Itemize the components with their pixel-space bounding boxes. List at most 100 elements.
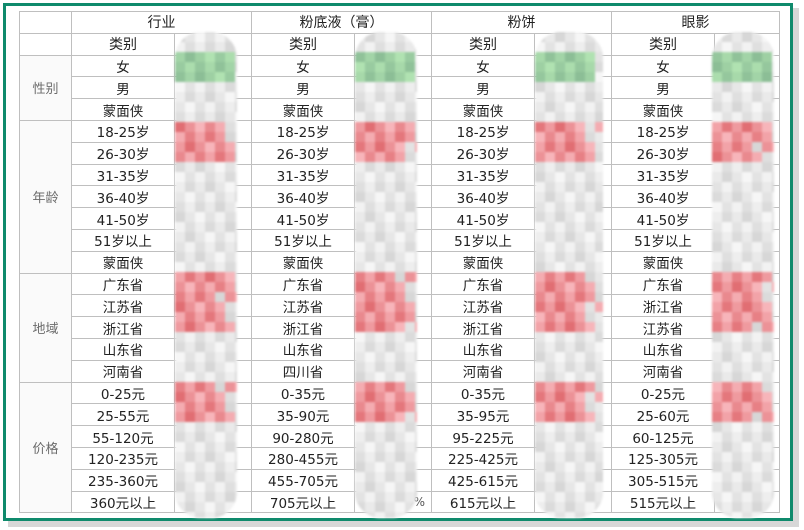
mosaic-tile (565, 412, 575, 422)
mosaic-tile (185, 422, 195, 432)
category-cell-industry: 26-30岁 (71, 141, 175, 165)
mosaic-tile (742, 362, 752, 372)
mosaic-tile (742, 372, 752, 382)
mosaic-tile (772, 382, 774, 392)
mosaic-tile (205, 332, 215, 342)
mosaic-tile (185, 382, 195, 392)
mosaic-tile (195, 52, 205, 62)
mosaic-tile (395, 342, 405, 352)
mosaic-tile (195, 222, 205, 232)
mosaic-tile (565, 202, 575, 212)
category-cell-powder: 36-40岁 (431, 185, 535, 209)
mosaic-tile (365, 162, 375, 172)
mosaic-tile (355, 162, 365, 172)
mosaic-tile (195, 82, 205, 92)
mosaic-tile (595, 182, 603, 192)
mosaic-tile (772, 422, 774, 432)
mosaic-tile (225, 82, 235, 92)
mosaic-tile (722, 152, 732, 162)
mosaic-tile (375, 62, 385, 72)
mosaic-tile (175, 442, 185, 452)
mosaic-tile (185, 72, 195, 82)
category-cell-eyeshadow: 60-125元 (611, 425, 715, 448)
mosaic-tile (742, 342, 752, 352)
mosaic-tile (585, 262, 595, 272)
mosaic-tile (712, 342, 722, 352)
mosaic-tile (235, 332, 237, 342)
mosaic-tile (395, 232, 405, 242)
mosaic-tile (752, 202, 762, 212)
mosaic-tile (742, 132, 752, 142)
mosaic-tile (762, 182, 772, 192)
mosaic-tile (595, 132, 603, 142)
mosaic-tile (185, 112, 195, 122)
mosaic-tile (762, 282, 772, 292)
mosaic-tile (375, 282, 385, 292)
mosaic-tile (205, 162, 215, 172)
mosaic-tile (762, 312, 772, 322)
mosaic-tile (595, 292, 603, 302)
mosaic-tile (395, 492, 405, 502)
mosaic-tile (405, 192, 415, 202)
mosaic-tile (395, 142, 405, 152)
mosaic-tile (722, 432, 732, 442)
mosaic-tile (742, 242, 752, 252)
mosaic-tile (585, 232, 595, 242)
mosaic-tile (195, 502, 205, 512)
mosaic-tile (712, 132, 722, 142)
mosaic-tile (732, 302, 742, 312)
mosaic-tile (762, 342, 772, 352)
mosaic-tile (575, 212, 585, 222)
mosaic-tile (385, 402, 395, 412)
mosaic-tile (762, 512, 772, 518)
mosaic-tile (355, 372, 365, 382)
mosaic-tile (772, 262, 774, 272)
mosaic-tile (712, 482, 722, 492)
mosaic-tile (772, 182, 774, 192)
mosaic-tile (732, 322, 742, 332)
mosaic-tile (722, 342, 732, 352)
mosaic-tile (355, 462, 365, 472)
mosaic-tile (575, 132, 585, 142)
mosaic-tile (365, 82, 375, 92)
mosaic-tile (385, 512, 395, 518)
mosaic-tile (225, 142, 235, 152)
mosaic-tile (762, 122, 772, 132)
mosaic-tile (752, 502, 762, 512)
mosaic-tile (722, 252, 732, 262)
mosaic-tile (565, 112, 575, 122)
mosaic-tile (712, 322, 722, 332)
mosaic-tile (375, 82, 385, 92)
category-cell-powder: 35-95元 (431, 403, 535, 427)
mosaic-tile (712, 362, 722, 372)
mosaic-tile (215, 422, 225, 432)
mosaic-tile (215, 452, 225, 462)
mosaic-tile (175, 72, 185, 82)
mosaic-tile (355, 322, 365, 332)
mosaic-tile (722, 122, 732, 132)
mosaic-tile (395, 292, 405, 302)
mosaic-tile (355, 442, 365, 452)
mosaic-tile (585, 282, 595, 292)
mosaic-tile (175, 192, 185, 202)
mosaic-tile (175, 202, 185, 212)
mosaic-tile (742, 402, 752, 412)
mosaic-tile (732, 172, 742, 182)
mosaic-tile (545, 502, 555, 512)
mosaic-tile (405, 272, 415, 282)
mosaic-tile (415, 282, 417, 292)
mosaic-tile (235, 282, 237, 292)
mosaic-tile (575, 402, 585, 412)
mosaic-tile (565, 472, 575, 482)
mosaic-tile (595, 32, 603, 42)
mosaic-tile (772, 122, 774, 132)
category-cell-eyeshadow: 26-30岁 (611, 141, 715, 165)
mosaic-tile (565, 102, 575, 112)
mosaic-tile (595, 302, 603, 312)
mosaic-tile (595, 192, 603, 202)
mosaic-tile (762, 152, 772, 162)
category-cell-eyeshadow: 蒙面侠 (611, 98, 715, 121)
frame-shadow-right (793, 8, 799, 527)
mosaic-tile (742, 502, 752, 512)
mosaic-tile (215, 122, 225, 132)
